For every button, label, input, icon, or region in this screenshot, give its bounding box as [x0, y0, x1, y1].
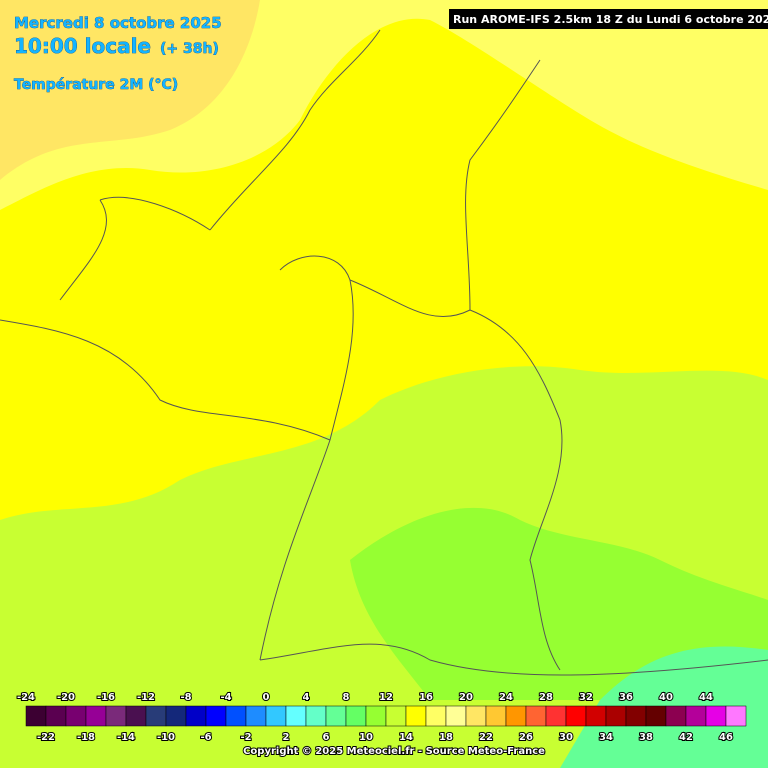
legend-swatch [65, 705, 87, 727]
run-box [449, 9, 768, 29]
legend-swatch [605, 705, 627, 727]
legend-swatch [45, 705, 67, 727]
legend-swatch [725, 705, 747, 727]
legend-swatch [205, 705, 227, 727]
legend-swatch [665, 705, 687, 727]
legend-label: 40 [659, 692, 673, 703]
legend-swatch [145, 705, 167, 727]
legend-swatch [685, 705, 707, 727]
legend-label: 36 [619, 692, 633, 703]
legend-swatch [565, 705, 587, 727]
legend: -24-22-20-18-16-14-12-10-8-6-4-202468101… [16, 691, 747, 744]
legend-label: 0 [263, 692, 270, 703]
legend-label: 30 [559, 732, 573, 743]
legend-label: -8 [180, 692, 191, 703]
legend-swatch [185, 705, 207, 727]
legend-swatch [385, 705, 407, 727]
legend-label: 16 [419, 692, 433, 703]
legend-swatch [125, 705, 147, 727]
legend-swatch [325, 705, 347, 727]
copyright: Copyright © 2025 Meteociel.fr - Source M… [243, 746, 545, 757]
legend-swatch [705, 705, 727, 727]
legend-swatch [505, 705, 527, 727]
legend-swatch [585, 705, 607, 727]
legend-label: 26 [519, 732, 533, 743]
legend-label: -24 [17, 692, 35, 703]
forecast-date: Mercredi 8 octobre 2025 [14, 14, 222, 32]
legend-swatch [485, 705, 507, 727]
legend-label: -18 [77, 732, 95, 743]
legend-label: 46 [719, 732, 733, 743]
legend-swatch [345, 705, 367, 727]
legend-label: -6 [200, 732, 211, 743]
legend-label: -20 [57, 692, 75, 703]
forecast-time: 10:00 locale [14, 34, 151, 58]
legend-label: -16 [97, 692, 115, 703]
warm-zone-dark [350, 507, 768, 700]
legend-swatch [25, 705, 47, 727]
legend-label: 32 [579, 692, 593, 703]
legend-label: -4 [220, 692, 231, 703]
legend-swatch [245, 705, 267, 727]
legend-label: 20 [459, 692, 473, 703]
legend-label: -14 [117, 732, 135, 743]
legend-label: 18 [439, 732, 453, 743]
legend-label: 4 [303, 692, 310, 703]
legend-label: 44 [699, 692, 713, 703]
legend-swatch [85, 705, 107, 727]
legend-label: 10 [359, 732, 373, 743]
legend-swatch [625, 705, 647, 727]
forecast-lead: (+ 38h) [160, 41, 219, 57]
legend-swatch [445, 705, 467, 727]
legend-swatch [225, 705, 247, 727]
run-info: Run AROME-IFS 2.5km 18 Z du Lundi 6 octo… [453, 13, 768, 26]
legend-swatch [525, 705, 547, 727]
legend-swatch [545, 705, 567, 727]
cool-zone-dark [0, 0, 260, 180]
legend-swatch [465, 705, 487, 727]
legend-label: 38 [639, 732, 653, 743]
legend-label: 2 [283, 732, 290, 743]
legend-label: -10 [157, 732, 175, 743]
legend-label: 28 [539, 692, 553, 703]
legend-label: 12 [379, 692, 393, 703]
legend-label: 42 [679, 732, 693, 743]
legend-label: -22 [37, 732, 55, 743]
legend-label: 22 [479, 732, 493, 743]
legend-label: 14 [399, 732, 413, 743]
legend-swatch [285, 705, 307, 727]
legend-swatch [405, 705, 427, 727]
legend-label: 8 [343, 692, 350, 703]
legend-swatch [265, 705, 287, 727]
legend-label: 6 [323, 732, 330, 743]
legend-swatch [305, 705, 327, 727]
legend-swatch [105, 705, 127, 727]
legend-label: -12 [137, 692, 155, 703]
legend-swatch [165, 705, 187, 727]
legend-label: 34 [599, 732, 613, 743]
legend-swatch [425, 705, 447, 727]
legend-label: 24 [499, 692, 513, 703]
legend-label: -2 [240, 732, 251, 743]
borders [0, 29, 768, 676]
parameter: Température 2M (°C) [14, 77, 178, 93]
legend-swatch [645, 705, 667, 727]
legend-swatch [365, 705, 387, 727]
